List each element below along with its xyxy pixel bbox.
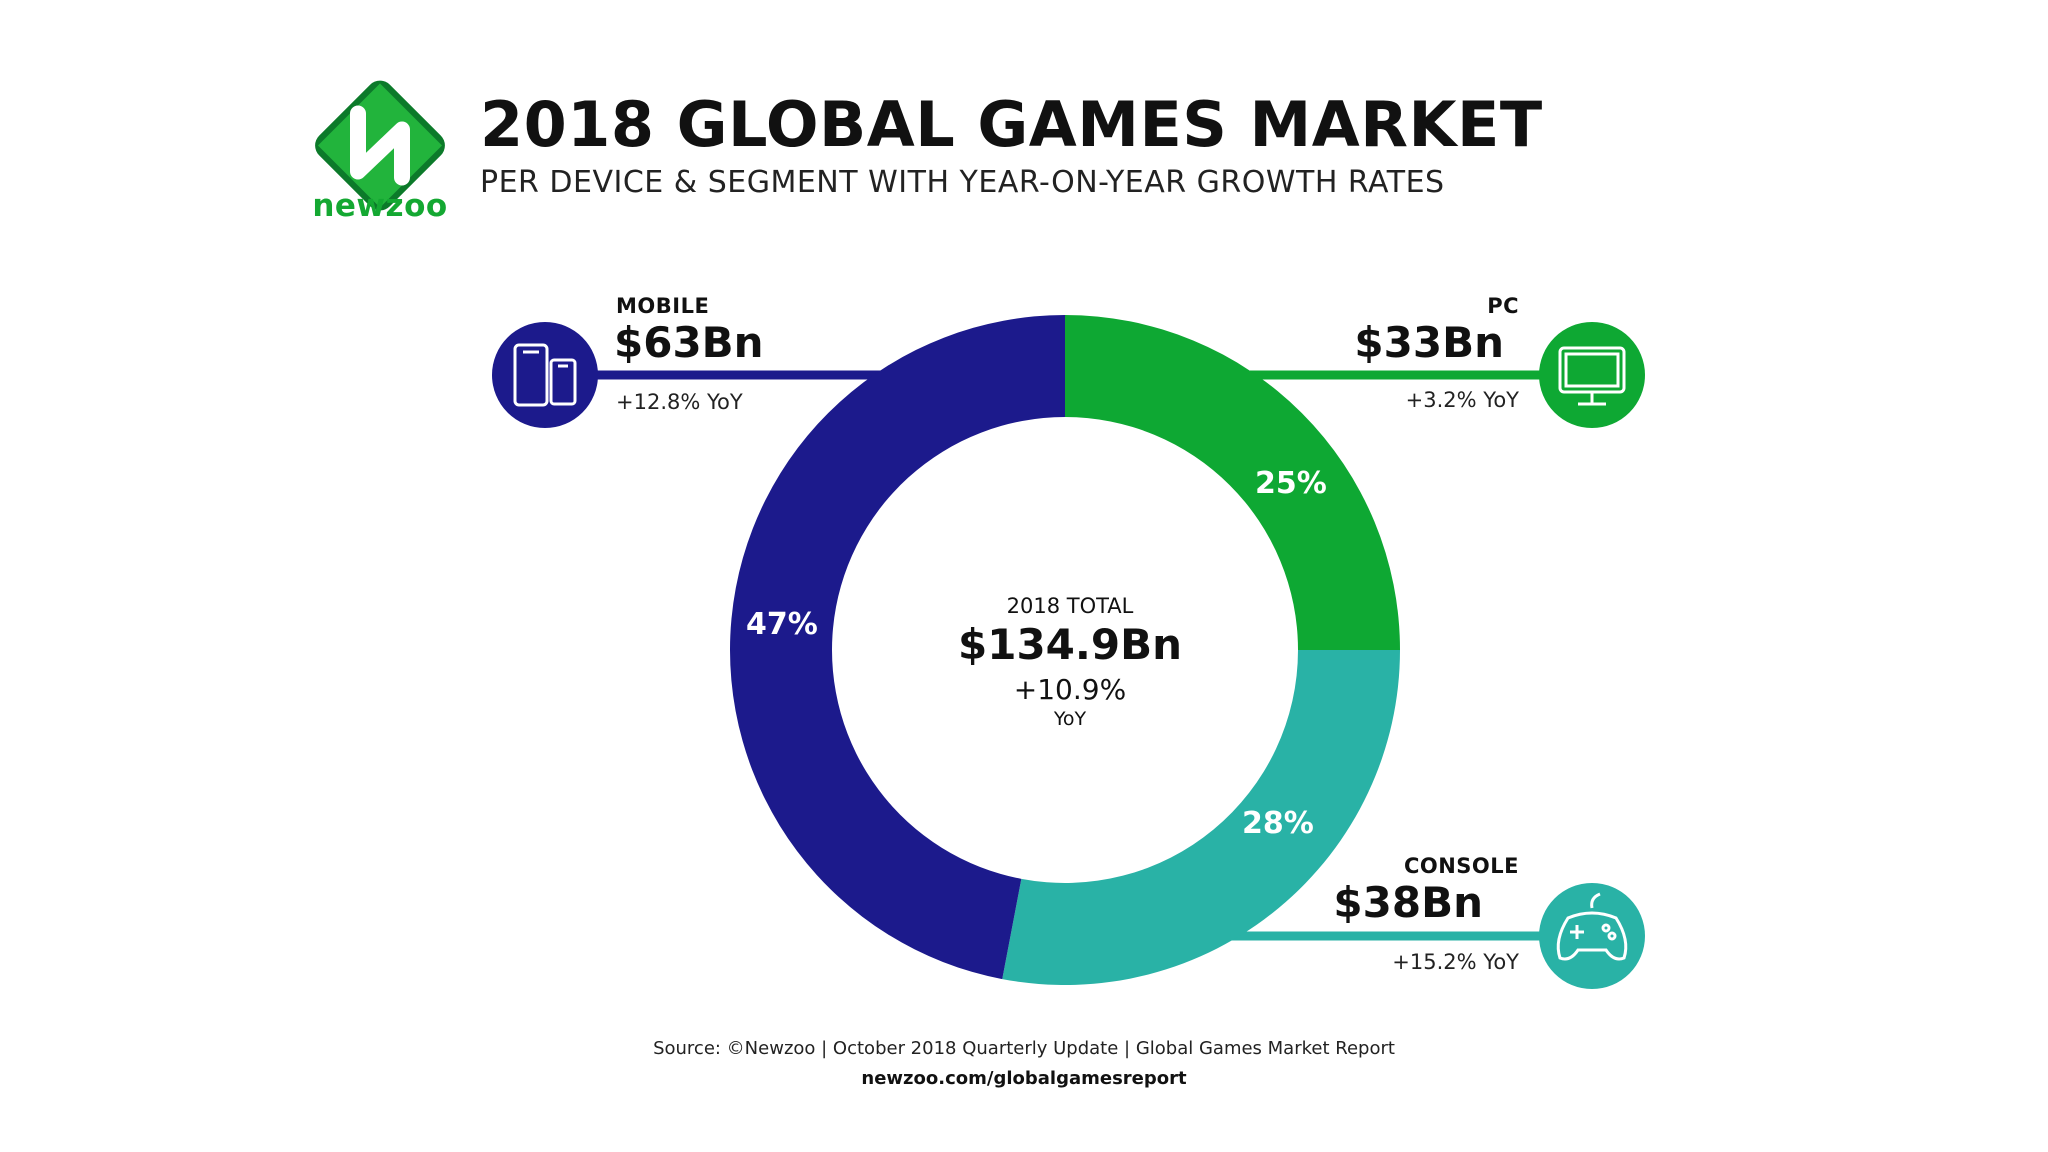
monitor-icon	[1558, 346, 1626, 406]
console-share-label: 28%	[1242, 806, 1314, 841]
total-value: $134.9Bn	[958, 620, 1182, 669]
slice-console	[1002, 650, 1400, 985]
pc-icon-circle	[1539, 322, 1645, 428]
pc-value: $33Bn	[1354, 318, 1504, 367]
mobile-value: $63Bn	[614, 318, 764, 367]
pc-share-label: 25%	[1255, 466, 1327, 501]
smartphone-tablet-icon	[513, 343, 577, 407]
report-url[interactable]: newzoo.com/globalgamesreport	[861, 1068, 1187, 1089]
total-growth: +10.9%	[1013, 673, 1127, 706]
pc-growth: +3.2% YoY	[1405, 388, 1519, 412]
source-note: Source: ©Newzoo | October 2018 Quarterly…	[653, 1038, 1395, 1059]
gamepad-icon	[1556, 892, 1628, 961]
logo-wordmark: newzoo	[312, 188, 448, 224]
mobile-share-label: 47%	[746, 607, 818, 642]
mobile-icon-circle	[492, 322, 598, 428]
mobile-label: MOBILE	[616, 294, 710, 318]
newzoo-logo	[315, 80, 445, 211]
total-growth-unit: YoY	[1053, 708, 1087, 730]
page-subtitle: PER DEVICE & SEGMENT WITH YEAR-ON-YEAR G…	[480, 165, 1445, 200]
console-icon-circle	[1539, 883, 1645, 989]
console-value: $38Bn	[1333, 878, 1483, 927]
page-title: 2018 GLOBAL GAMES MARKET	[480, 88, 1543, 161]
console-growth: +15.2% YoY	[1392, 950, 1519, 974]
pc-label: PC	[1487, 294, 1519, 318]
console-label: CONSOLE	[1403, 854, 1519, 878]
slice-pc	[1065, 315, 1400, 650]
total-label: 2018 TOTAL	[1006, 594, 1134, 618]
mobile-growth: +12.8% YoY	[616, 390, 743, 414]
slice-mobile	[730, 315, 1065, 980]
